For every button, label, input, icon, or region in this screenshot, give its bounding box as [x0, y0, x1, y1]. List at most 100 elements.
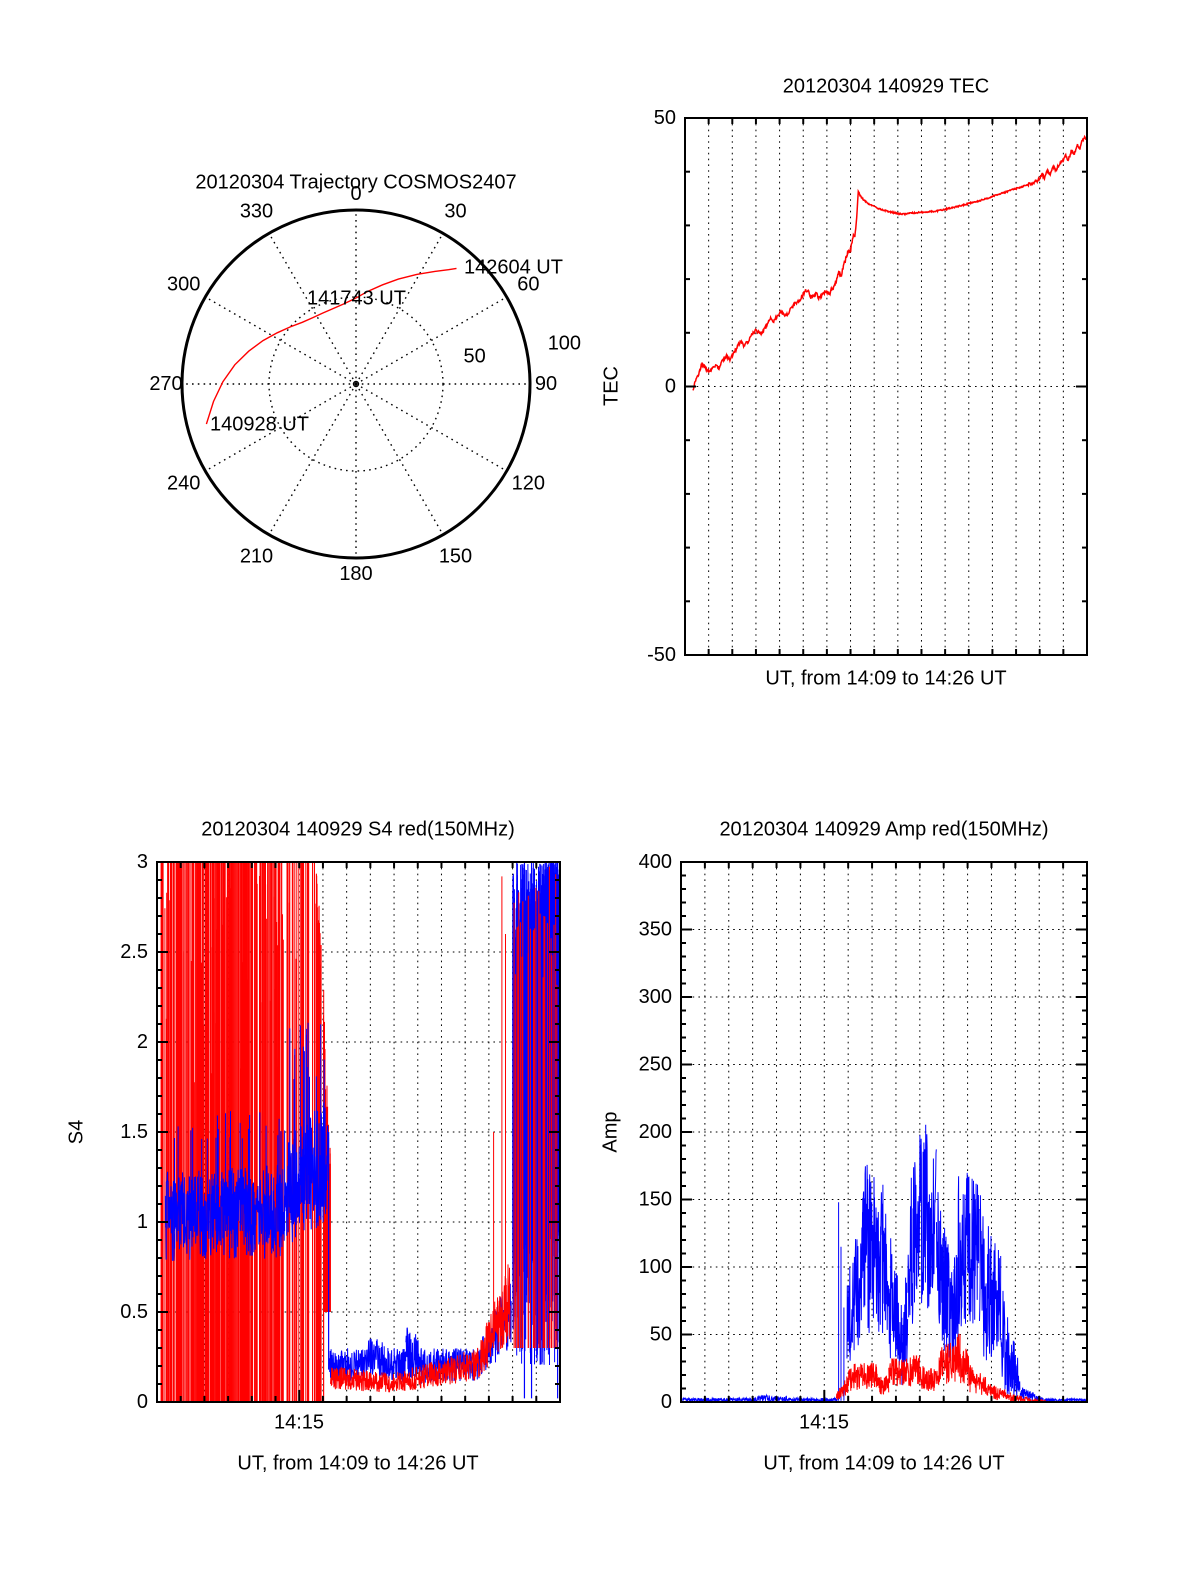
- s4-ytick-label: 0.5: [120, 1301, 148, 1323]
- amp-150mhz-red-band: [835, 1376, 849, 1400]
- amp-400mhz-blue-band: [846, 1212, 863, 1361]
- tec-ticks: [685, 117, 1087, 656]
- amp-ytick-label: 150: [639, 1189, 672, 1211]
- amp-150mhz-red-band: [888, 1355, 921, 1387]
- amp-plot: 400 350 300 250 200 150 100 50 0: [639, 851, 1088, 1413]
- amp-400mhz-blue-band: [862, 1164, 887, 1334]
- s4-axes-frame: [156, 861, 561, 1403]
- amp-400mhz-blue-band: [957, 1172, 980, 1334]
- tec-ytick-label: -50: [647, 644, 676, 666]
- amp-400mhz-blue-band: [979, 1195, 1002, 1361]
- polar-azimuth-label: 210: [240, 545, 273, 567]
- s4-ytick-label: 0: [137, 1391, 148, 1413]
- amp-400mhz-blue-band: [1043, 1396, 1087, 1404]
- amp-ytick-label: 400: [639, 851, 672, 873]
- amp-axes-frame: [680, 861, 1088, 1403]
- tec-ytick-label: 50: [654, 107, 676, 129]
- s4-150mhz-red-quiet-band: [330, 1367, 395, 1393]
- s4-400mhz-blue-band: [164, 1164, 286, 1261]
- polar-plot-title: 20120304 Trajectory COSMOS2407: [195, 171, 517, 194]
- amp-400mhz-blue-band: [682, 1396, 758, 1404]
- tec-y-axis-label: TEC: [600, 366, 623, 406]
- TEC-curve: [692, 134, 1087, 391]
- amp-400mhz-blue-band: [921, 1124, 937, 1309]
- amp-ytick-label: 100: [639, 1256, 672, 1278]
- amp-xtick-label: 14:15: [798, 1411, 850, 1434]
- amp-150mhz-red-band: [938, 1333, 961, 1384]
- polar-radial-label: 50: [464, 346, 486, 368]
- s4-x-axis-label: UT, from 14:09 to 14:26 UT: [237, 1452, 479, 1475]
- polar-azimuth-label: 120: [512, 473, 545, 495]
- tec-gridlines: [685, 118, 1087, 655]
- s4-ytick-label: 3: [137, 851, 148, 873]
- amp-150mhz-red-band: [969, 1365, 988, 1395]
- polar-radial-label: 100: [548, 332, 581, 354]
- amp-ytick-label: 350: [639, 919, 672, 941]
- s4-series: [160, 862, 561, 1402]
- amp-400mhz-blue-band: [936, 1192, 950, 1358]
- polar-inner-ring: [268, 296, 444, 472]
- tec-plot: 50 0 -50: [647, 107, 1088, 666]
- s4-400mhz-blue-band: [388, 1348, 407, 1384]
- amp-400mhz-blue-band: [949, 1254, 959, 1362]
- polar-spoke: [355, 232, 444, 385]
- trajectory-mid-time-annotation: 141743 UT: [307, 287, 406, 310]
- trajectory-start-time-annotation: 140928 UT: [210, 413, 309, 436]
- tec-series: [692, 134, 1087, 391]
- polar-azimuth-label: 300: [167, 274, 200, 296]
- polar-azimuth-label: 0: [350, 183, 361, 205]
- trajectory-line: [205, 267, 457, 425]
- amp-400mhz-blue-band: [901, 1277, 909, 1385]
- amp-plot-title: 20120304 140929 Amp red(150MHz): [719, 818, 1049, 841]
- amp-150mhz-red-band: [878, 1375, 890, 1395]
- amp-ytick-label: 250: [639, 1054, 672, 1076]
- polar-spoke: [268, 383, 357, 536]
- tec-axes-frame: [684, 117, 1088, 656]
- s4-y-axis-label: S4: [65, 1119, 88, 1145]
- polar-azimuth-label: 60: [517, 274, 539, 296]
- s4-400mhz-blue-band: [367, 1338, 390, 1380]
- s4-plot: 3 2.5 2 1.5 1 0.5 0: [120, 851, 561, 1413]
- amp-150mhz-red-band: [919, 1366, 940, 1392]
- polar-azimuth-label: 240: [167, 473, 200, 495]
- polar-azimuth-label: 30: [444, 201, 466, 223]
- s4-xtick-label: 14:15: [273, 1411, 325, 1434]
- amp-150mhz-red-band: [986, 1384, 1011, 1401]
- amp-400mhz-blue-band: [885, 1238, 903, 1366]
- amp-y-axis-label: Amp: [599, 1111, 622, 1153]
- polar-outer-circle: [180, 208, 532, 560]
- s4-150mhz-red-quiet-band: [393, 1350, 478, 1391]
- s4-ytick-label: 1.5: [120, 1121, 148, 1143]
- trajectory-polar-plot: 0 30 60 90 120 150 180 210 240 270 300 330 50 100: [149, 183, 581, 585]
- trajectory-end-time-annotation: 142604 UT: [464, 256, 563, 279]
- amp-ytick-label: 0: [661, 1391, 672, 1413]
- polar-azimuth-label: 150: [439, 545, 472, 567]
- polar-spoke: [268, 232, 357, 385]
- amp-400mhz-blue-band: [756, 1393, 792, 1404]
- amp-x-axis-label: UT, from 14:09 to 14:26 UT: [763, 1452, 1005, 1475]
- amp-ytick-label: 300: [639, 986, 672, 1008]
- polar-spoke: [355, 383, 444, 536]
- polar-azimuth-label: 270: [149, 373, 182, 395]
- amp-150mhz-red-band: [959, 1348, 971, 1387]
- s4-plot-title: 20120304 140929 S4 red(150MHz): [201, 818, 515, 841]
- polar-spoke: [355, 383, 508, 472]
- amp-ytick-label: 200: [639, 1121, 672, 1143]
- polar-azimuth-label: 330: [240, 201, 273, 223]
- s4-ytick-label: 2: [137, 1031, 148, 1053]
- amp-400mhz-blue-band: [907, 1135, 923, 1324]
- amp-150mhz-red-band: [847, 1362, 880, 1391]
- amp-gridlines: [681, 862, 1087, 1402]
- tec-plot-title: 20120304 140929 TEC: [782, 75, 990, 98]
- polar-azimuth-label: 180: [339, 563, 372, 585]
- tec-x-axis-label: UT, from 14:09 to 14:26 UT: [765, 667, 1007, 690]
- tec-ytick-label: 0: [665, 376, 676, 398]
- amp-400mhz-blue-band: [1000, 1290, 1021, 1397]
- polar-azimuth-label: 90: [535, 373, 557, 395]
- s4-ytick-label: 1: [137, 1211, 148, 1233]
- s4-400mhz-blue-band: [328, 1348, 369, 1384]
- s4-ytick-label: 2.5: [120, 941, 148, 963]
- polar-spoke: [204, 296, 357, 385]
